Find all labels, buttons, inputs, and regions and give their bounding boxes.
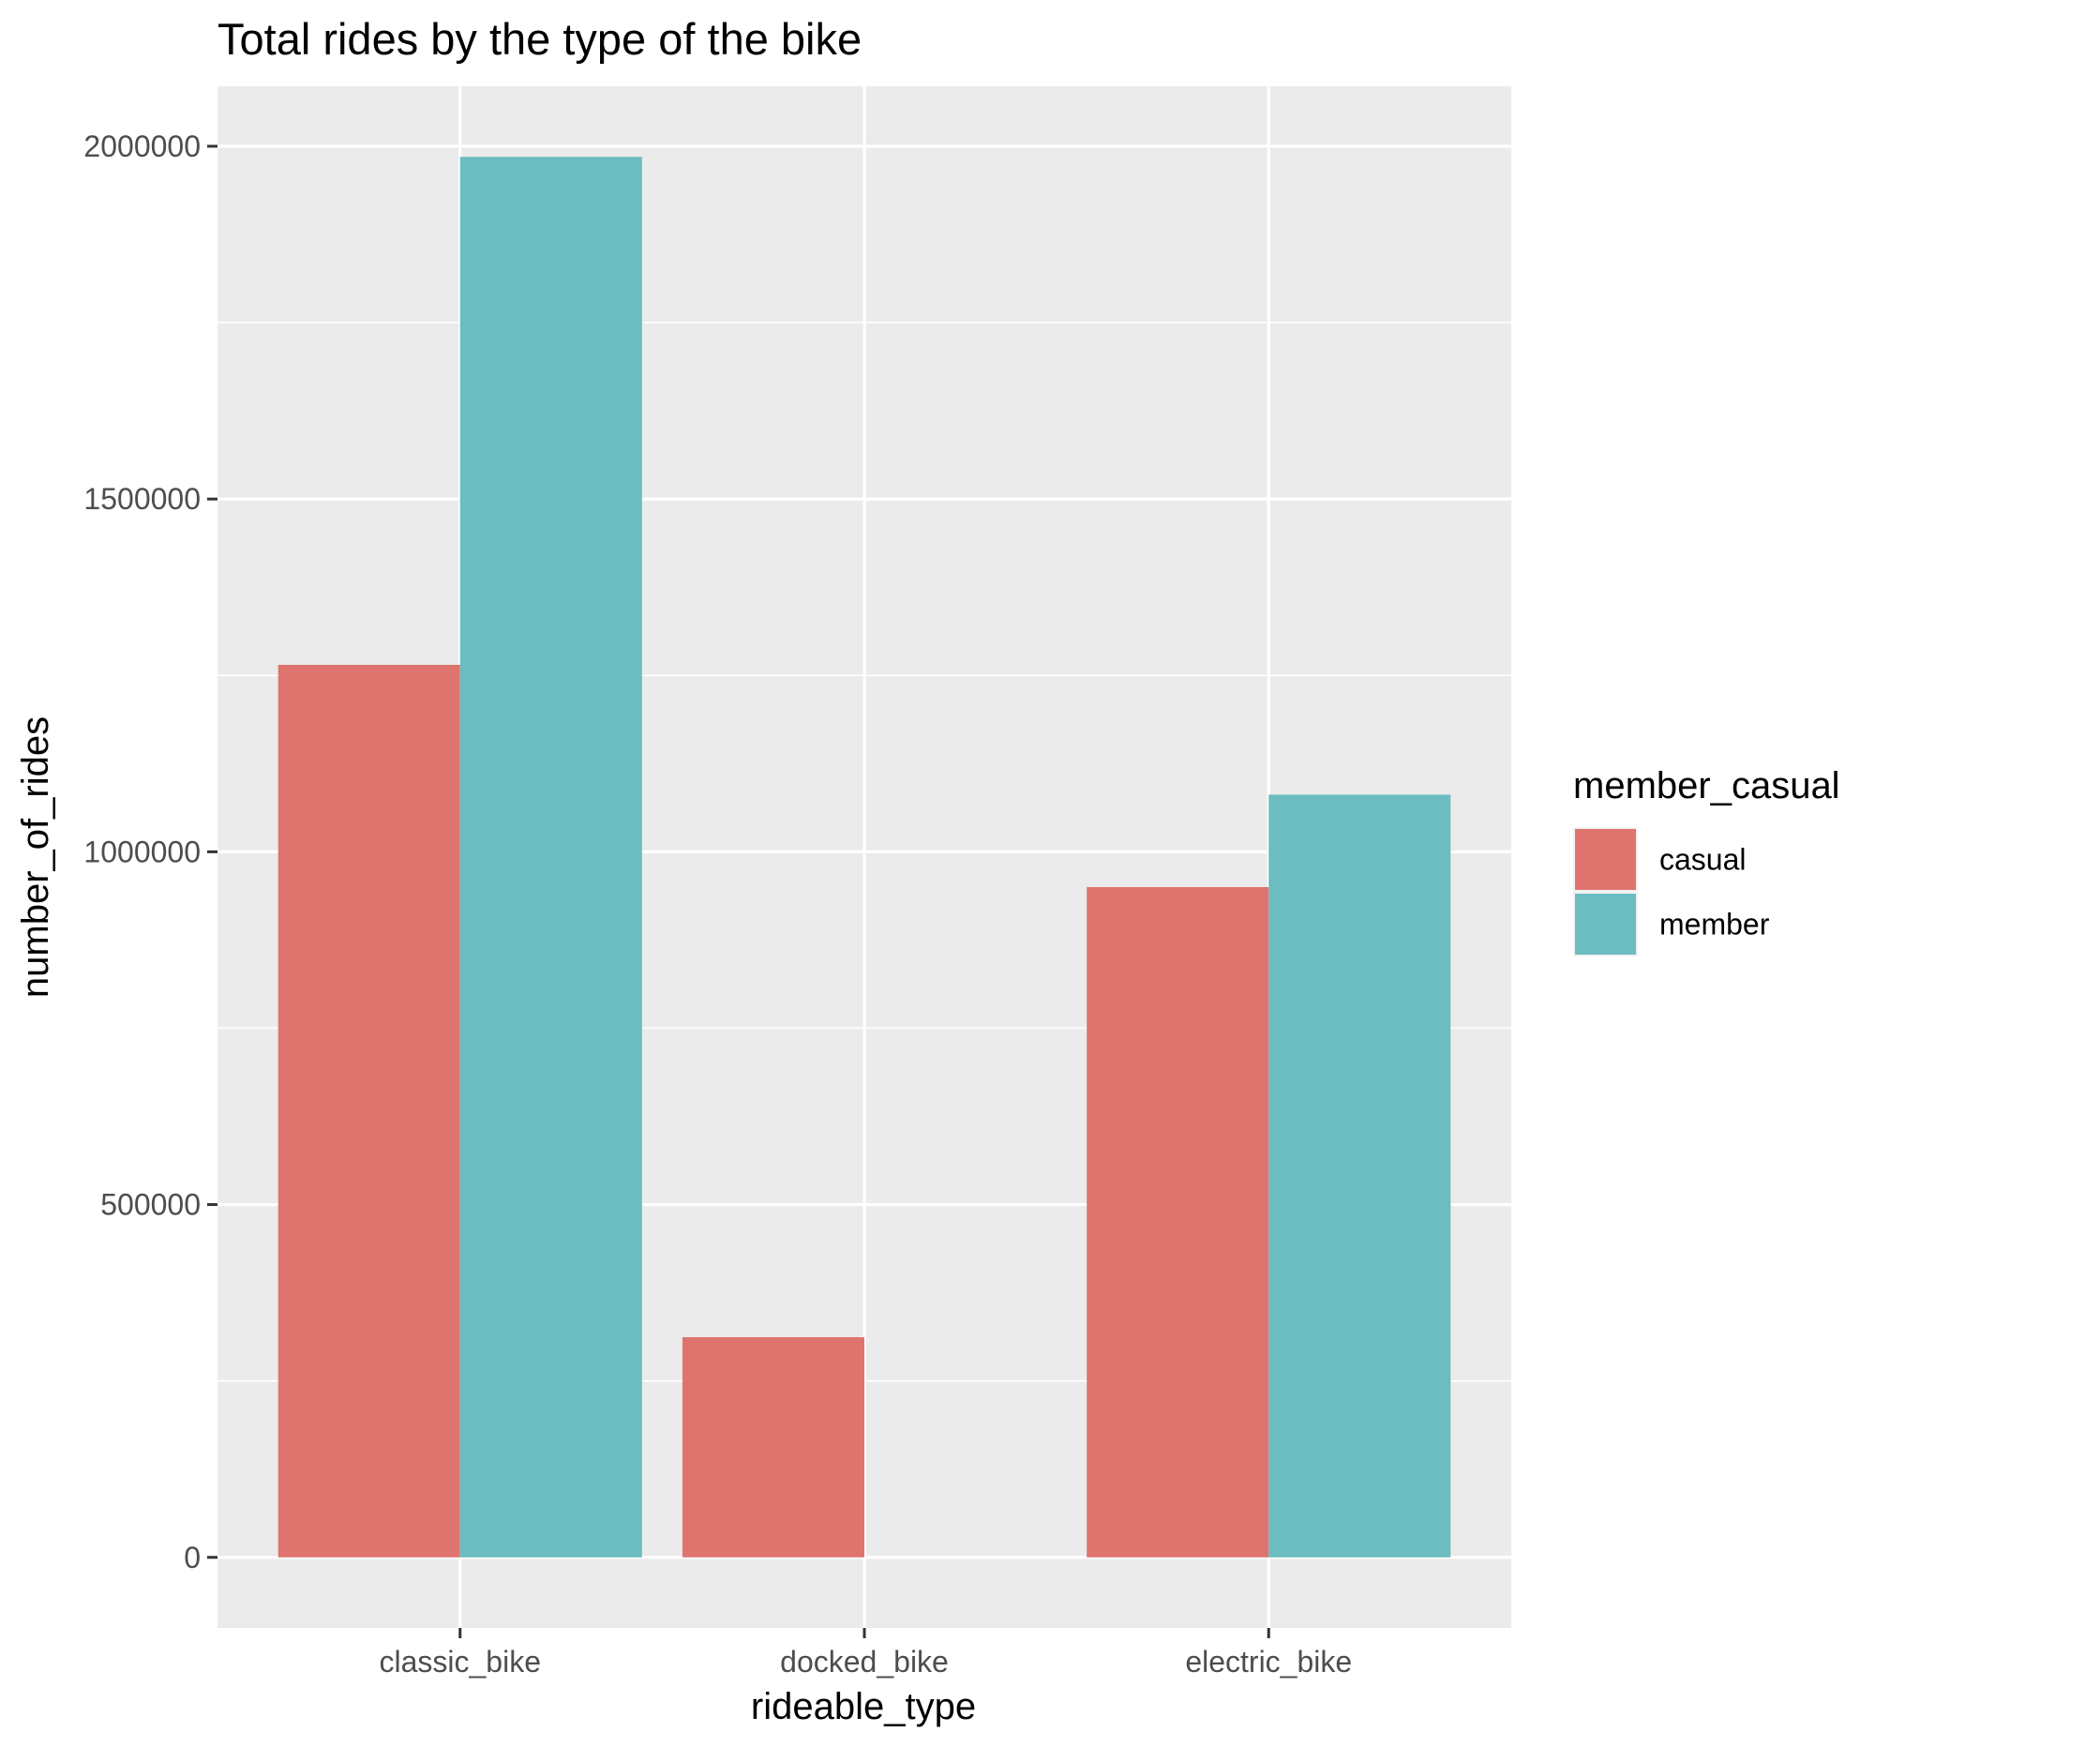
bar-classic_bike-casual — [278, 664, 460, 1558]
bar-classic_bike-member — [459, 157, 642, 1558]
legend-label-member: member — [1659, 908, 1770, 941]
legend: member_casual casual member — [1573, 765, 1840, 956]
y-axis-title: number_of_rides — [15, 716, 56, 998]
y-tick-label: 1500000 — [83, 482, 201, 516]
legend-label-casual: casual — [1659, 843, 1747, 877]
x-tick-label: classic_bike — [379, 1645, 541, 1679]
y-tick-label: 0 — [184, 1541, 201, 1574]
y-tick-label: 2000000 — [83, 129, 201, 163]
x-axis-title: rideable_type — [751, 1686, 976, 1727]
legend-key-member — [1575, 894, 1636, 955]
y-tick-label: 500000 — [100, 1188, 201, 1222]
x-tick-label: electric_bike — [1185, 1645, 1352, 1679]
x-axis: classic_bike docked_bike electric_bike — [379, 1628, 1352, 1679]
y-tick-label: 1000000 — [83, 835, 201, 868]
x-tick-label: docked_bike — [780, 1645, 949, 1679]
bar-electric_bike-casual — [1087, 886, 1269, 1558]
chart-title: Total rides by the type of the bike — [218, 14, 862, 64]
legend-title: member_casual — [1573, 765, 1840, 806]
bar-docked_bike-casual — [682, 1337, 864, 1558]
legend-key-casual — [1575, 829, 1636, 890]
bars — [278, 157, 1451, 1558]
y-axis: 0 500000 1000000 1500000 2000000 — [83, 129, 218, 1574]
bar-electric_bike-member — [1268, 794, 1451, 1558]
